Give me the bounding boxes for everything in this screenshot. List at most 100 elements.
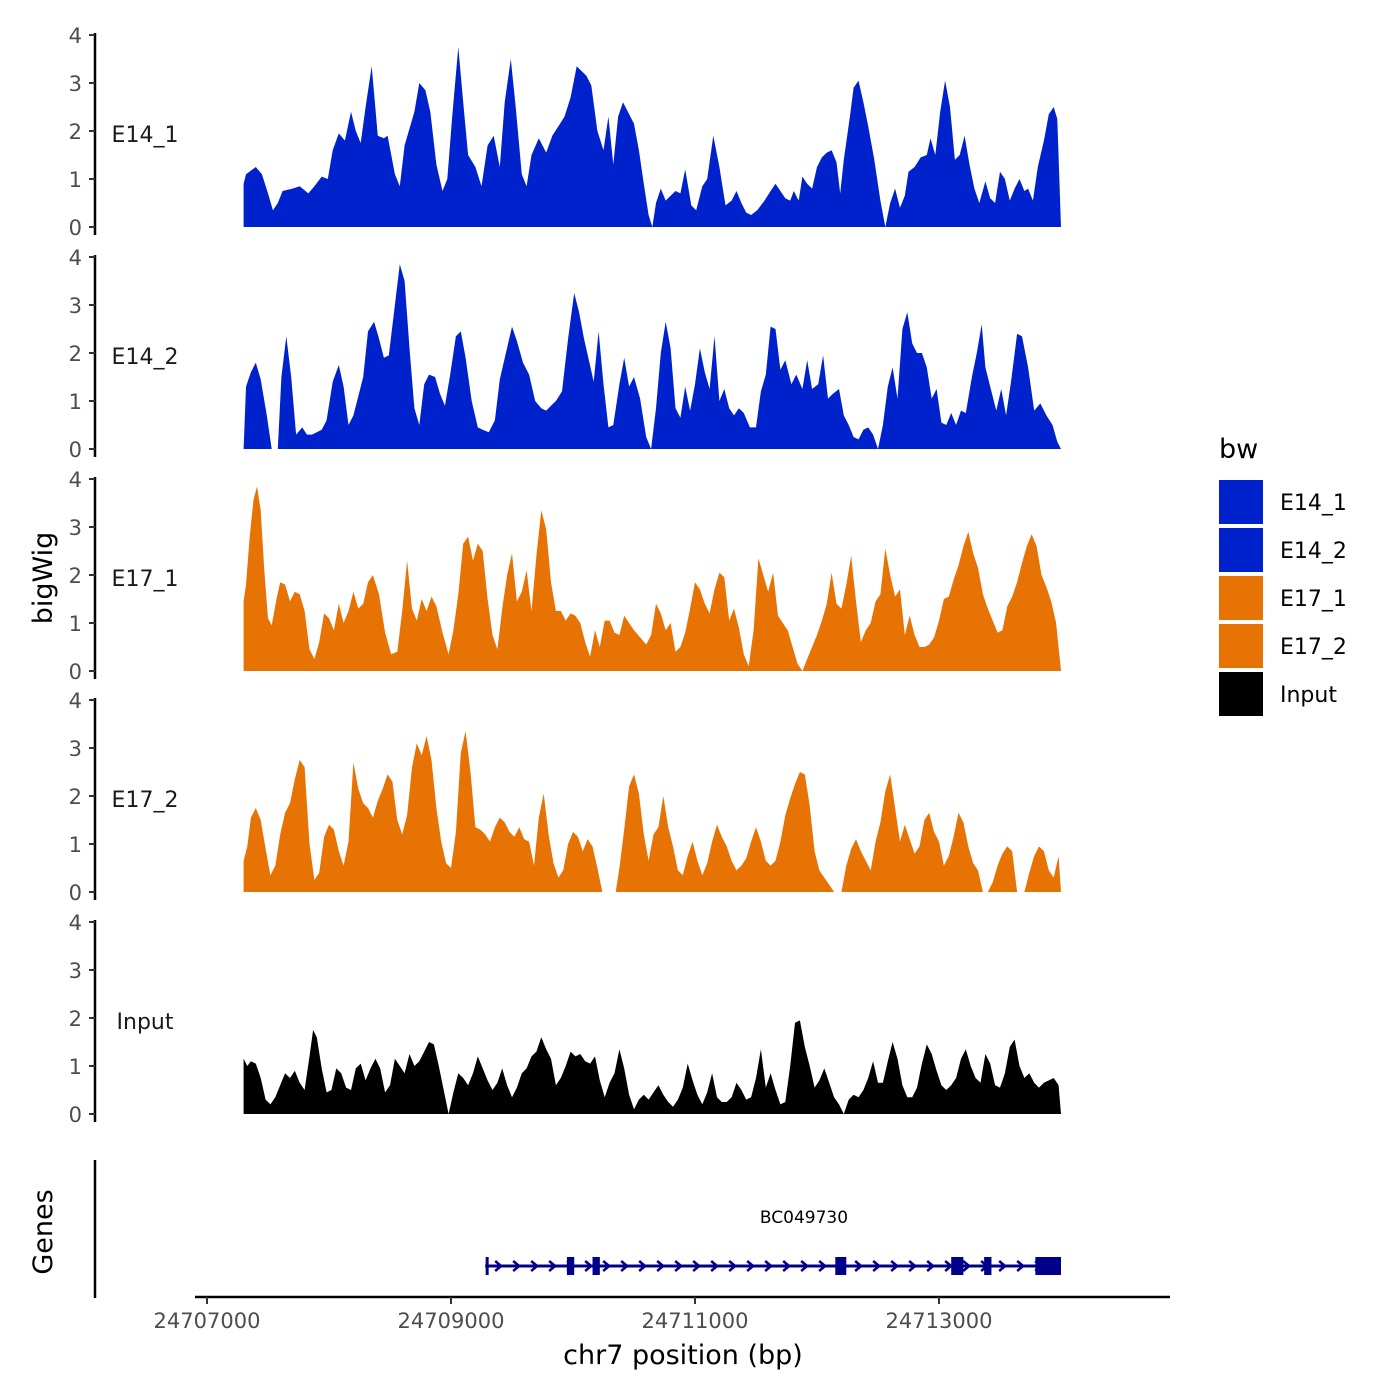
y-tick-label: 3 [69,516,82,540]
y-tick-label: 2 [69,564,82,588]
track-label: Input [117,1010,174,1035]
legend-swatch [1219,672,1263,716]
strand-arrow [944,1260,954,1272]
strand-arrow [890,1260,900,1272]
y-tick-label: 1 [69,390,82,414]
y-tick-label: 1 [69,1055,82,1079]
x-axis-title: chr7 position (bp) [563,1340,803,1371]
legend-label: Input [1280,683,1337,708]
track-e14-1: 0 1 2 3 4 E14_1 [69,24,1062,240]
legend-swatch [1219,624,1263,668]
y-tick-label: 4 [69,689,82,713]
y-tick-label: 2 [69,785,82,809]
x-tick-label: 24707000 [154,1309,261,1333]
strand-arrow [800,1260,810,1272]
strand-arrow [638,1260,648,1272]
strand-arrow [962,1260,972,1272]
exon [1035,1257,1061,1275]
exon [951,1257,964,1275]
legend-item-e17-1: E17_1 [1219,576,1347,620]
exon [984,1257,992,1275]
strand-arrow [584,1260,594,1272]
y-tick-label: 3 [69,737,82,761]
strand-arrow [908,1260,918,1272]
gene-model: BC049730 [485,1208,1061,1275]
y-tick-label: 2 [69,120,82,144]
y-tick-label: 0 [69,1103,82,1127]
y-tick-label: 0 [69,438,82,462]
track-e17-2: 0 1 2 3 4 E17_2 [69,689,1062,905]
strand-arrow [548,1260,558,1272]
strand-arrow [1016,1260,1026,1272]
y-tick-label: 4 [69,468,82,492]
y-tick-label: 2 [69,342,82,366]
exon [592,1257,600,1275]
coverage-area-input [243,1020,1062,1114]
legend-title: bw [1219,434,1258,465]
legend-swatch [1219,480,1263,524]
y-tick-label: 3 [69,72,82,96]
x-tick-label: 24711000 [642,1309,749,1333]
coverage-tracks: 0 1 2 3 4 E14_1 0 1 2 3 4 E14_2 0 1 2 3 4 E17_1 0 1 2 3 4 E17_2… [69,24,1062,1127]
legend-swatch [1219,576,1263,620]
y-tick-label: 4 [69,246,82,270]
y-tick-label: 1 [69,168,82,192]
track-label: E14_1 [112,123,179,148]
x-tick-label: 24713000 [886,1309,993,1333]
coverage-area-e14-1 [243,47,1062,227]
x-tick-label: 24709000 [398,1309,505,1333]
strand-arrow [782,1260,792,1272]
x-axis: 24707000 24709000 24711000 24713000 [154,1295,1170,1333]
y-tick-label: 1 [69,612,82,636]
strand-arrow [656,1260,666,1272]
strand-arrow [728,1260,738,1272]
strand-arrow [620,1260,630,1272]
strand-arrow [926,1260,936,1272]
y-tick-label: 0 [69,660,82,684]
track-label: E14_2 [112,345,179,370]
legend-item-e17-2: E17_2 [1219,624,1347,668]
strand-arrow [764,1260,774,1272]
strand-arrow [746,1260,756,1272]
strand-arrow [818,1260,828,1272]
track-label: E17_1 [112,567,179,592]
y-tick-label: 0 [69,216,82,240]
y-tick-label: 2 [69,1007,82,1031]
y-tick-label: 3 [69,959,82,983]
legend: bw E14_1 E14_2 E17_1 E17_2 Input [1219,434,1347,716]
gene-panel: BC049730 [93,1160,1061,1298]
strand-arrow [998,1260,1008,1272]
y-tick-label: 0 [69,881,82,905]
strand-arrow [674,1260,684,1272]
strand-arrow [710,1260,720,1272]
coverage-area-e17-1 [243,486,1062,671]
y-axis-title: bigWig [28,532,59,625]
legend-item-input: Input [1219,672,1337,716]
strand-arrow [512,1260,522,1272]
legend-label: E17_1 [1280,587,1347,612]
track-e14-2: 0 1 2 3 4 E14_2 [69,246,1062,462]
legend-item-e14-2: E14_2 [1219,528,1347,572]
exon [835,1257,847,1275]
y-tick-label: 4 [69,911,82,935]
legend-item-e14-1: E14_1 [1219,480,1347,524]
strand-arrow [602,1260,612,1272]
legend-swatch [1219,528,1263,572]
strand-arrow [854,1260,864,1272]
y-tick-label: 3 [69,294,82,318]
gene-name-label: BC049730 [760,1208,848,1228]
legend-label: E17_2 [1280,635,1347,660]
legend-label: E14_1 [1280,491,1347,516]
legend-label: E14_2 [1280,539,1347,564]
strand-arrow [494,1260,504,1272]
coverage-area-e17-2 [243,731,1062,892]
strand-arrow [872,1260,882,1272]
track-e17-1: 0 1 2 3 4 E17_1 [69,468,1062,684]
y-tick-label: 1 [69,833,82,857]
strand-arrow [692,1260,702,1272]
y-tick-label: 4 [69,24,82,48]
exon [566,1257,575,1275]
strand-arrow [530,1260,540,1272]
track-label: E17_2 [112,788,179,813]
